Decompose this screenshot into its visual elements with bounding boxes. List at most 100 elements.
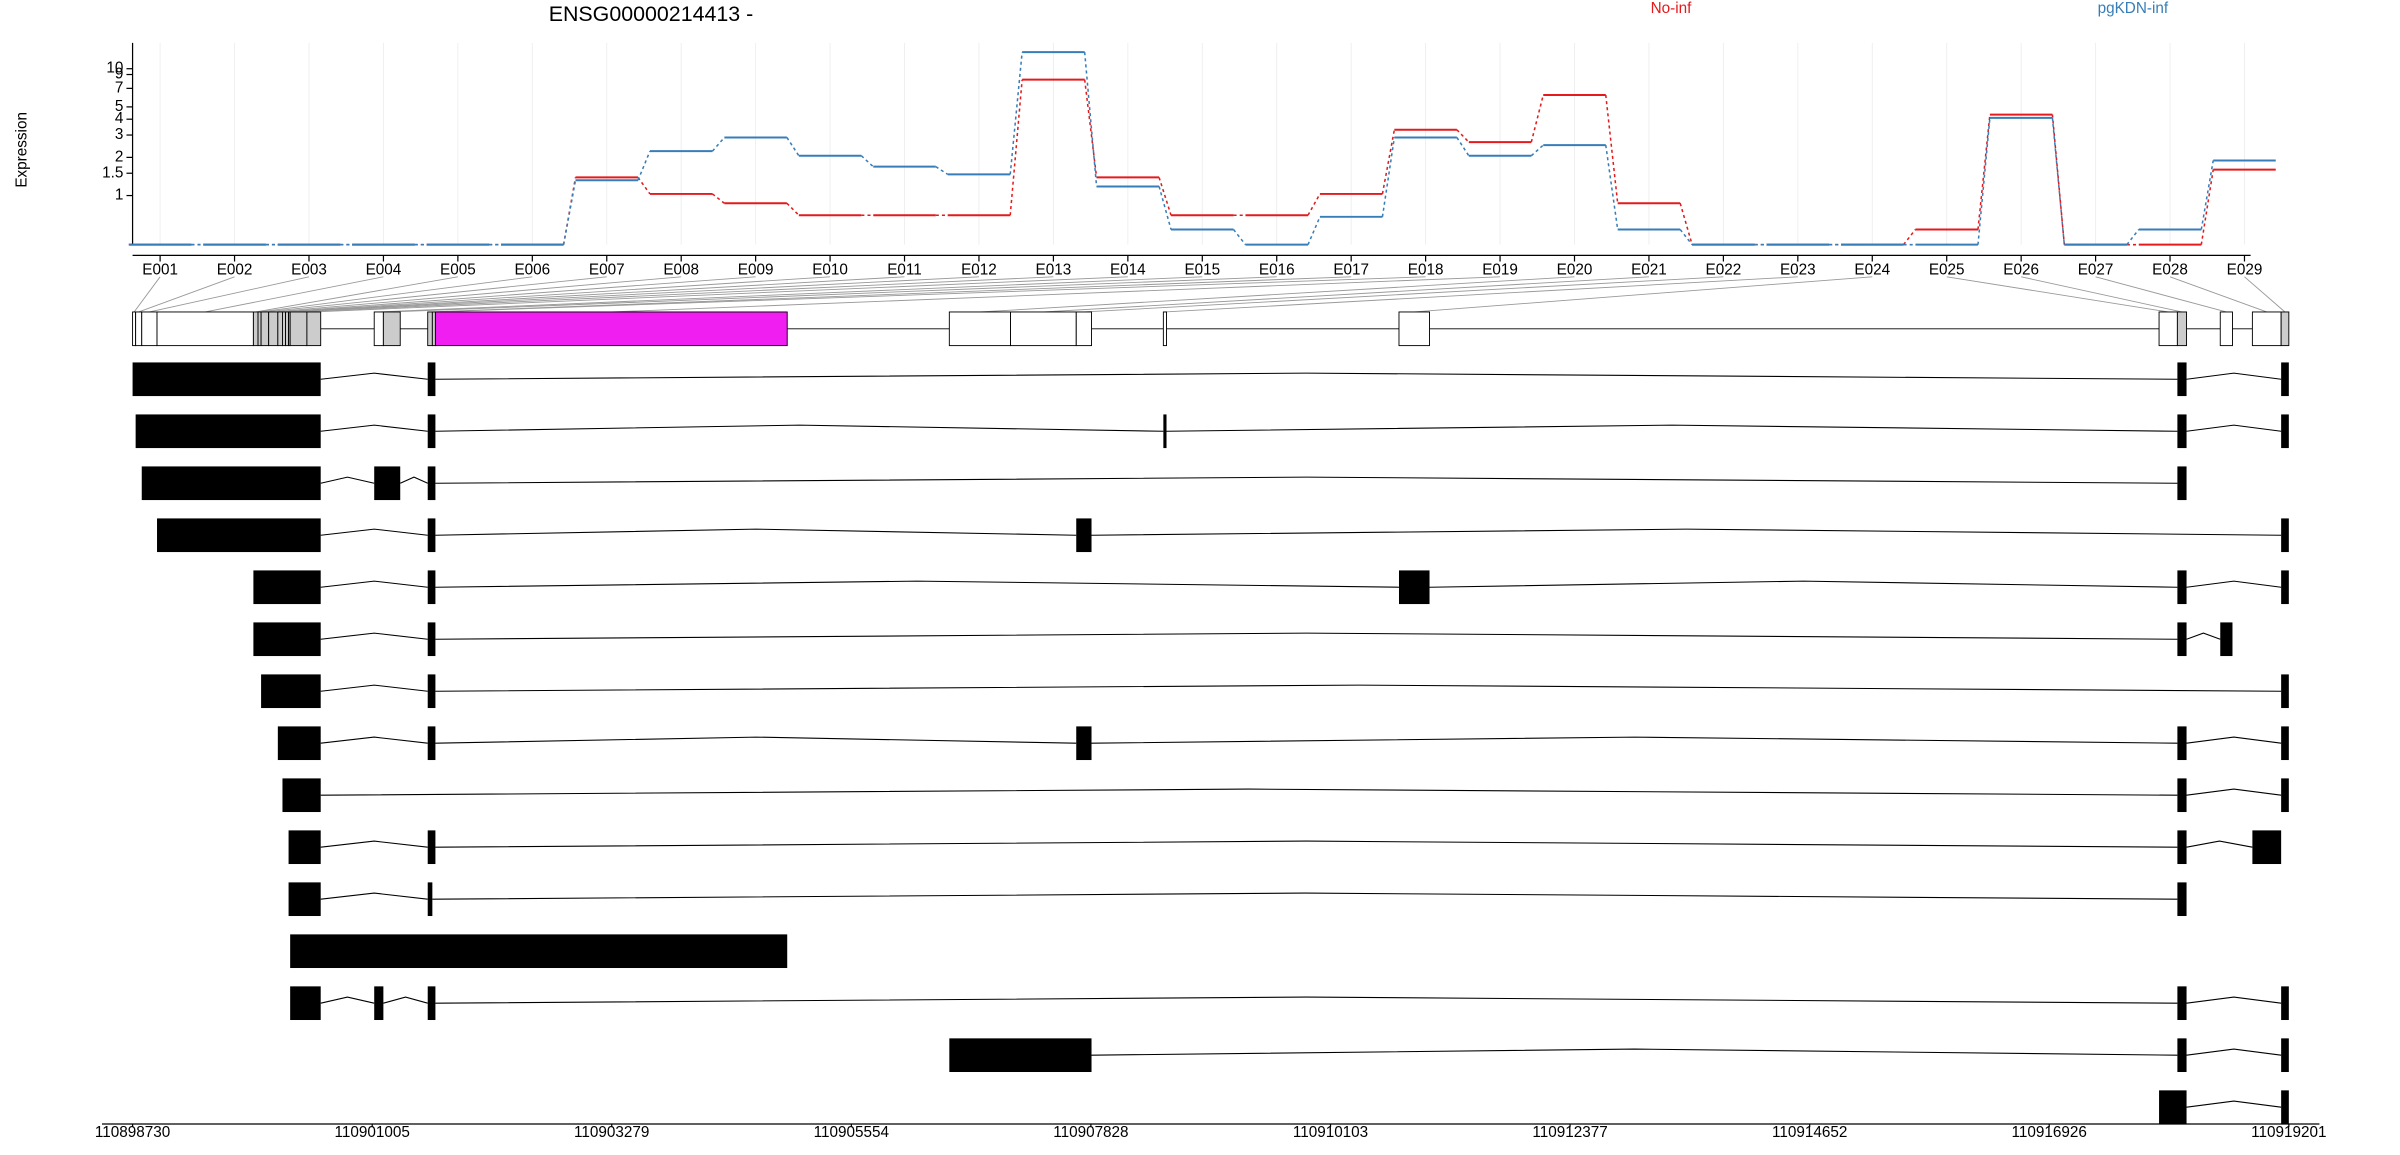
exon: [157, 518, 321, 553]
bin-connector: [205, 276, 384, 313]
exon: [949, 1038, 1092, 1073]
step-connector: [637, 176, 651, 195]
intron: [320, 736, 428, 744]
chart-title: ENSG00000214413 -: [549, 2, 754, 26]
exon: [427, 726, 436, 761]
x-tick-label: E016: [1259, 262, 1295, 279]
step-connector: [1977, 114, 1991, 230]
y-axis-label: Expression: [14, 112, 31, 188]
exon-bin: [141, 311, 158, 347]
step-connector: [711, 136, 725, 152]
x-tick-label: E009: [738, 262, 774, 279]
x-tick-label: E025: [1929, 262, 1965, 279]
bin-connector: [133, 276, 161, 313]
step-connector: [1232, 229, 1247, 246]
exon: [427, 362, 436, 397]
step-connector: [1158, 186, 1172, 230]
step-connector: [2051, 117, 2066, 245]
exon: [290, 934, 788, 969]
intron: [1091, 528, 2282, 536]
exon-bin: [2176, 311, 2188, 347]
exon: [1398, 570, 1430, 605]
step-connector: [1679, 229, 1693, 246]
exon-bin: [434, 311, 788, 347]
bin-connector: [1414, 276, 1873, 313]
step-connector: [1083, 52, 1098, 187]
bin-connector: [280, 276, 756, 313]
bin-connector: [298, 276, 1054, 313]
exon: [2281, 518, 2289, 553]
intron: [1091, 736, 2178, 744]
exon: [1163, 414, 1167, 449]
intron: [435, 996, 2178, 1004]
intron: [435, 476, 2178, 484]
x-tick-label: E027: [2078, 262, 2114, 279]
bin-connector: [979, 276, 1575, 313]
exon: [1076, 518, 1092, 553]
exon: [2177, 466, 2187, 501]
exon: [2281, 986, 2289, 1021]
exon-bin: [2280, 311, 2290, 347]
bin-connector: [391, 276, 1277, 313]
step-connector: [1456, 129, 1470, 143]
step-connector: [1977, 117, 1991, 245]
y-tick-label: 4: [115, 110, 124, 127]
intron: [320, 476, 375, 484]
bin-connector: [138, 276, 235, 313]
y-tick-label: 1: [115, 187, 124, 204]
x-tick-label: E008: [663, 262, 699, 279]
y-tick-label: 3: [115, 126, 124, 143]
exon: [2177, 1038, 2187, 1073]
intron: [2186, 580, 2282, 588]
exon: [2220, 622, 2233, 657]
exon: [2177, 414, 2187, 449]
genome-tick-label: 110905554: [814, 1124, 890, 1141]
exon: [253, 622, 321, 657]
exon: [1076, 726, 1092, 761]
exon-bin: [1075, 311, 1092, 347]
step-connector: [1307, 193, 1321, 216]
exon-bin: [1398, 311, 1430, 347]
genome-tick-label: 110919201: [2251, 1124, 2326, 1141]
bin-connector: [430, 276, 1352, 313]
genome-tick-label: 110916926: [2012, 1124, 2087, 1141]
exon: [427, 674, 436, 709]
step-connector: [1530, 94, 1544, 143]
intron: [320, 840, 428, 848]
intron: [435, 684, 2282, 692]
exon: [2281, 1090, 2289, 1125]
intron: [320, 996, 375, 1004]
bin-connector: [289, 276, 979, 313]
x-tick-label: E017: [1333, 262, 1369, 279]
exon: [290, 986, 321, 1021]
bin-connector: [149, 276, 310, 313]
intron: [320, 424, 428, 432]
step-connector: [2200, 160, 2214, 230]
step-connector: [1158, 177, 1172, 216]
exon: [2177, 778, 2187, 813]
x-tick-label: E015: [1184, 262, 1220, 279]
exon: [2281, 726, 2289, 761]
exon: [427, 414, 436, 449]
exon-bin: [2251, 311, 2282, 347]
exon: [2177, 986, 2187, 1021]
step-connector: [1605, 94, 1619, 204]
exon: [253, 570, 321, 605]
step-connector: [786, 202, 800, 216]
exon: [2177, 726, 2187, 761]
exon: [2281, 570, 2289, 605]
exon: [288, 830, 321, 865]
exon-bin: [277, 311, 283, 347]
exon: [277, 726, 321, 761]
exon: [2177, 882, 2187, 917]
x-tick-label: E010: [812, 262, 848, 279]
bin-connector: [2244, 276, 2286, 313]
exon-bin: [427, 311, 433, 347]
y-tick-label: 10: [106, 60, 123, 77]
step-connector: [1009, 79, 1023, 216]
bin-connector: [1083, 276, 1724, 313]
bin-connector: [1043, 276, 1649, 313]
y-tick-label: 2: [115, 148, 124, 165]
step-connector: [1009, 52, 1023, 175]
x-tick-label: E012: [961, 262, 997, 279]
